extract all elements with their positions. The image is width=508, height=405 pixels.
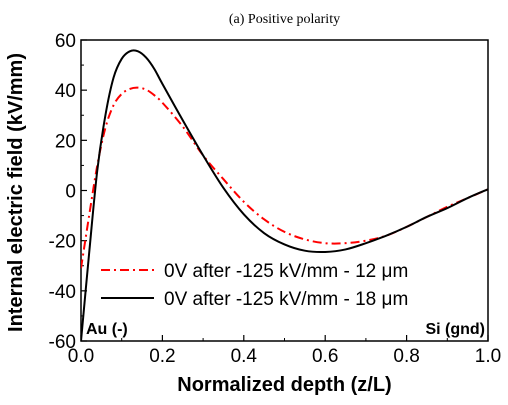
y-tick-label: 40 [55,81,76,102]
annotation-si: Si (gnd) [425,321,485,338]
series-line-18um [81,49,488,341]
y-tick-label: 20 [55,131,76,152]
legend: 0V after -125 kV/mm - 12 μm 0V after -12… [101,261,408,310]
x-tick-label: 0.0 [68,346,94,367]
y-axis-label: Internal electric field (kV/mm) [5,53,27,332]
y-axis: -60 -40 -20 0 20 40 60 [49,31,87,353]
legend-label-12um: 0V after -125 kV/mm - 12 μm [164,261,408,282]
x-tick-label: 0.8 [393,346,419,367]
x-tick-label: 0.2 [149,346,175,367]
x-tick-label: 1.0 [475,346,501,367]
chart-title: (a) Positive polarity [229,12,340,27]
annotation-au: Au (-) [86,321,128,338]
series-line-12um [81,86,488,269]
y-tick-label: 60 [55,31,76,52]
x-axis: 0.0 0.2 0.4 0.6 0.8 1.0 [68,335,501,367]
y-tick-label: -20 [49,232,76,253]
x-tick-label: 0.6 [312,346,338,367]
x-tick-label: 0.4 [231,346,258,367]
legend-label-18um: 0V after -125 kV/mm - 18 μm [164,289,408,310]
plot-area: 0.0 0.2 0.4 0.6 0.8 1.0 -60 -40 -20 0 20 40 60 [49,31,502,367]
y-tick-label: -40 [49,282,76,303]
series-layer [81,49,488,341]
y-tick-label: -60 [49,332,76,353]
y-tick-label: 0 [65,182,76,203]
x-axis-label: Normalized depth (z/L) [177,374,391,396]
